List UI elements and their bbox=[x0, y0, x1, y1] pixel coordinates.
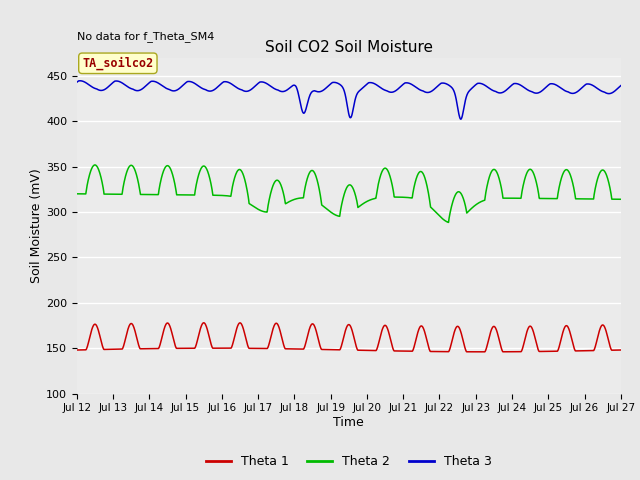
X-axis label: Time: Time bbox=[333, 416, 364, 429]
Title: Soil CO2 Soil Moisture: Soil CO2 Soil Moisture bbox=[265, 40, 433, 55]
Legend: Theta 1, Theta 2, Theta 3: Theta 1, Theta 2, Theta 3 bbox=[201, 450, 497, 473]
Text: TA_soilco2: TA_soilco2 bbox=[82, 57, 154, 70]
Y-axis label: Soil Moisture (mV): Soil Moisture (mV) bbox=[30, 168, 43, 283]
Text: No data for f_Theta_SM4: No data for f_Theta_SM4 bbox=[77, 31, 214, 42]
